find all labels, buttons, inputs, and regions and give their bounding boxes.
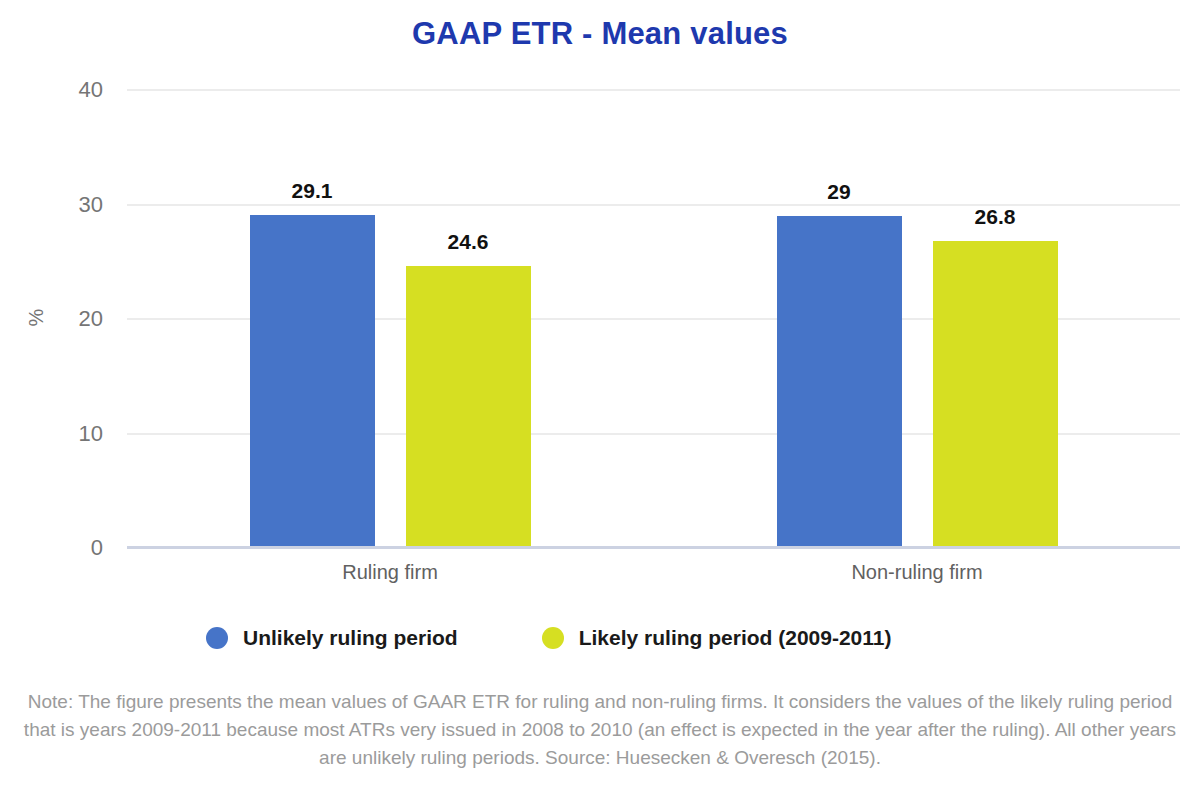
legend-item: Unlikely ruling period <box>206 626 458 650</box>
y-axis-tick-label: 0 <box>91 537 103 559</box>
bar-value-label: 24.6 <box>448 230 489 254</box>
x-axis-baseline <box>127 546 1180 549</box>
x-axis: Ruling firm Non-ruling firm <box>127 561 1180 591</box>
legend-marker-icon <box>206 627 228 649</box>
bar-value-label: 26.8 <box>975 205 1016 229</box>
bar <box>250 215 375 548</box>
legend-label: Likely ruling period (2009-2011) <box>579 626 892 650</box>
page-root: GAAP ETR - Mean values 010203040 % 29.12… <box>0 0 1200 800</box>
y-axis-tick-label: 20 <box>79 308 103 330</box>
legend-item: Likely ruling period (2009-2011) <box>542 626 892 650</box>
plot-area: 29.1 24.6 29 26.8 <box>127 90 1180 548</box>
bar <box>406 266 531 548</box>
legend-label: Unlikely ruling period <box>243 626 458 650</box>
legend-marker-icon <box>542 627 564 649</box>
y-axis: 010203040 <box>0 90 103 548</box>
note-text: Note: The figure presents the mean value… <box>21 688 1179 772</box>
x-axis-category-label: Ruling firm <box>342 561 438 584</box>
y-axis-tick-label: 30 <box>79 194 103 216</box>
y-axis-tick-label: 40 <box>79 79 103 101</box>
y-axis-title: % <box>25 309 48 327</box>
gridline <box>127 89 1180 91</box>
x-axis-category-label: Non-ruling firm <box>851 561 982 584</box>
legend: Unlikely ruling period Likely ruling peri… <box>206 623 892 653</box>
bar-value-label: 29.1 <box>292 179 333 203</box>
bar <box>777 216 902 548</box>
bar-value-label: 29 <box>827 180 850 204</box>
chart-title: GAAP ETR - Mean values <box>0 16 1200 52</box>
y-axis-tick-label: 10 <box>79 423 103 445</box>
bar <box>933 241 1058 548</box>
gridline <box>127 204 1180 206</box>
